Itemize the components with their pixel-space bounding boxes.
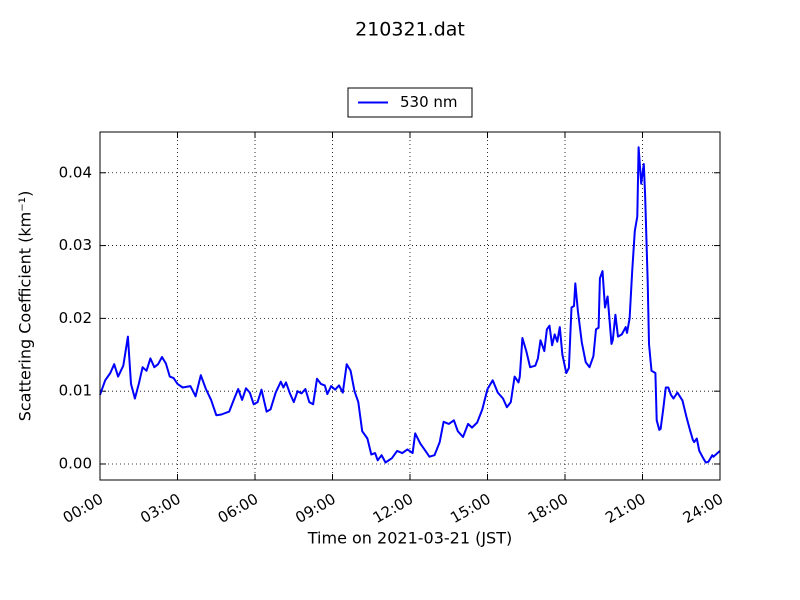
x-tick-label: 06:00 (215, 490, 261, 527)
y-axis-label: Scattering Coefficient (km⁻¹) (16, 191, 35, 422)
data-line (99, 146, 721, 464)
y-tick-label: 0.03 (59, 236, 92, 254)
x-axis-label: Time on 2021-03-21 (JST) (307, 529, 512, 548)
y-tick-label: 0.01 (59, 382, 92, 400)
x-tick-label: 09:00 (292, 490, 338, 527)
x-tick-label: 03:00 (137, 490, 183, 527)
plot-frame (99, 131, 721, 481)
y-tick-label: 0.04 (59, 163, 92, 181)
y-tick-label: 0.00 (59, 454, 92, 472)
x-tick-label: 00:00 (60, 490, 106, 527)
legend-label: 530 nm (400, 93, 458, 111)
x-tick-label: 15:00 (447, 490, 493, 527)
x-tick-label: 18:00 (525, 490, 571, 527)
x-tick-label: 24:00 (680, 490, 726, 527)
chart-title: 210321.dat (355, 19, 465, 41)
x-tick-label: 21:00 (602, 490, 648, 527)
x-tick-label: 12:00 (370, 490, 416, 527)
y-tick-label: 0.02 (59, 309, 92, 327)
